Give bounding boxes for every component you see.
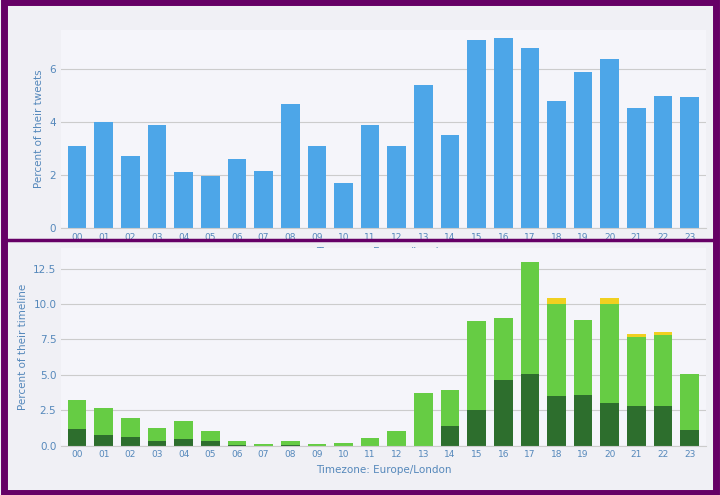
Bar <box>654 406 672 446</box>
Bar <box>680 97 699 228</box>
Bar <box>680 374 699 430</box>
Bar <box>654 335 672 406</box>
Bar <box>494 318 513 380</box>
Y-axis label: Percent of their timeline: Percent of their timeline <box>17 283 27 410</box>
Bar <box>201 431 220 441</box>
Bar <box>467 410 486 446</box>
Bar <box>281 441 300 445</box>
Bar <box>547 396 566 446</box>
Bar <box>467 321 486 410</box>
Bar <box>94 435 113 446</box>
Bar <box>627 406 646 446</box>
Bar <box>627 107 646 228</box>
Bar <box>148 125 166 228</box>
Bar <box>654 96 672 228</box>
Bar <box>334 443 353 446</box>
Bar <box>387 431 406 446</box>
Bar <box>521 48 539 228</box>
Bar <box>148 441 166 446</box>
Bar <box>600 403 619 446</box>
Bar <box>574 72 593 228</box>
Bar <box>94 122 113 228</box>
Bar <box>600 59 619 228</box>
Bar <box>600 304 619 403</box>
Bar <box>414 85 433 228</box>
Bar <box>441 135 459 228</box>
Bar <box>521 374 539 446</box>
Bar <box>334 183 353 228</box>
Bar <box>281 103 300 228</box>
Bar <box>68 429 86 446</box>
Bar <box>228 159 246 228</box>
Bar <box>228 445 246 446</box>
Bar <box>174 172 193 228</box>
Bar <box>254 171 273 228</box>
Y-axis label: Percent of their tweets: Percent of their tweets <box>34 69 44 188</box>
Bar <box>68 146 86 228</box>
Bar <box>307 146 326 228</box>
Bar <box>414 393 433 446</box>
Bar <box>254 444 273 446</box>
Bar <box>174 421 193 439</box>
Bar <box>441 391 459 426</box>
Bar <box>574 395 593 446</box>
X-axis label: Timezone: Europe/London: Timezone: Europe/London <box>315 465 451 475</box>
Bar <box>174 439 193 446</box>
Bar <box>281 445 300 446</box>
Bar <box>627 334 646 337</box>
Bar <box>121 156 140 228</box>
Bar <box>547 304 566 396</box>
Bar <box>627 337 646 406</box>
Bar <box>494 380 513 446</box>
Bar <box>148 428 166 441</box>
Bar <box>68 399 86 429</box>
Bar <box>574 320 593 395</box>
X-axis label: Timezone: Europe/London: Timezone: Europe/London <box>315 247 451 257</box>
Bar <box>307 444 326 446</box>
Bar <box>361 125 379 228</box>
Bar <box>521 262 539 374</box>
Bar <box>467 40 486 228</box>
Bar <box>494 38 513 228</box>
Bar <box>94 408 113 435</box>
Bar <box>547 101 566 228</box>
Bar <box>201 441 220 446</box>
Bar <box>121 418 140 437</box>
Bar <box>547 298 566 304</box>
Bar <box>441 426 459 446</box>
Bar <box>121 437 140 446</box>
Bar <box>361 438 379 446</box>
Bar <box>654 332 672 335</box>
Bar <box>201 176 220 228</box>
Bar <box>600 298 619 304</box>
Bar <box>228 441 246 445</box>
Bar <box>680 430 699 446</box>
Bar <box>387 146 406 228</box>
